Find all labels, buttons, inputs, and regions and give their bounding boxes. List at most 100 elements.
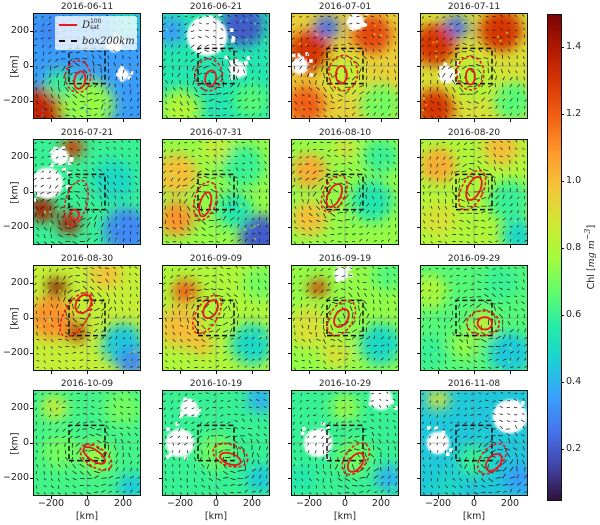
velocity-arrow bbox=[213, 161, 216, 164]
velocity-arrow bbox=[171, 80, 172, 83]
velocity-arrow bbox=[97, 51, 101, 52]
chl-pixel bbox=[519, 149, 522, 152]
chl-pixel bbox=[435, 40, 438, 43]
velocity-arrow bbox=[496, 105, 498, 108]
velocity-arrow bbox=[245, 307, 247, 311]
velocity-arrow bbox=[76, 176, 80, 178]
velocity-arrow bbox=[100, 155, 102, 157]
velocity-arrow bbox=[64, 80, 65, 86]
velocity-arrow bbox=[179, 290, 180, 293]
velocity-arrow bbox=[216, 219, 221, 220]
chl-pixel bbox=[327, 189, 330, 192]
cloud-gap bbox=[224, 55, 229, 60]
velocity-arrow bbox=[37, 353, 39, 354]
chl-pixel bbox=[470, 175, 473, 178]
velocity-arrow bbox=[424, 227, 426, 228]
velocity-arrow bbox=[463, 164, 467, 167]
eddy-contour-d-sat bbox=[72, 292, 94, 316]
velocity-arrow bbox=[48, 24, 51, 25]
chl-pixel bbox=[293, 166, 296, 170]
velocity-arrow bbox=[301, 38, 302, 41]
velocity-arrow bbox=[510, 188, 511, 192]
chl-pixel bbox=[365, 307, 368, 310]
velocity-arrow bbox=[51, 87, 53, 91]
velocity-arrow bbox=[107, 169, 109, 171]
velocity-arrow bbox=[116, 358, 118, 360]
cloud-gap bbox=[291, 53, 296, 58]
velocity-arrow bbox=[338, 212, 343, 213]
velocity-arrow bbox=[106, 163, 109, 164]
velocity-arrow bbox=[173, 227, 176, 229]
velocity-arrow bbox=[298, 178, 301, 180]
velocity-arrow bbox=[462, 66, 467, 69]
velocity-arrow bbox=[485, 156, 489, 157]
chl-pixel bbox=[314, 278, 317, 281]
velocity-arrow bbox=[370, 56, 374, 59]
velocity-arrow bbox=[107, 189, 109, 192]
y-tick bbox=[288, 318, 291, 319]
velocity-arrow bbox=[130, 203, 131, 206]
velocity-arrow bbox=[237, 306, 238, 311]
velocity-arrow bbox=[355, 51, 360, 52]
velocity-arrow bbox=[227, 56, 230, 59]
velocity-arrow bbox=[359, 97, 361, 101]
velocity-arrow bbox=[204, 289, 209, 290]
velocity-arrow bbox=[334, 164, 338, 166]
velocity-arrow bbox=[395, 92, 397, 94]
velocity-arrow bbox=[166, 339, 167, 342]
velocity-arrow bbox=[123, 203, 124, 206]
velocity-arrow bbox=[113, 163, 116, 164]
panel-frame bbox=[162, 13, 270, 119]
velocity-arrow bbox=[101, 202, 102, 207]
velocity-arrow bbox=[180, 94, 182, 97]
velocity-arrow bbox=[216, 338, 220, 339]
velocity-arrow bbox=[92, 176, 94, 178]
velocity-arrow bbox=[180, 220, 181, 224]
velocity-arrow bbox=[166, 115, 168, 117]
chl-pixel bbox=[440, 229, 443, 233]
velocity-arrow bbox=[114, 203, 115, 206]
velocity-arrow bbox=[63, 164, 66, 166]
chl-pixel bbox=[230, 96, 233, 100]
cloud-gap bbox=[231, 36, 236, 40]
velocity-arrow bbox=[76, 169, 80, 171]
velocity-arrow bbox=[136, 154, 137, 156]
cloud-gap bbox=[339, 268, 344, 273]
x-tick bbox=[309, 245, 310, 248]
velocity-arrow bbox=[81, 198, 87, 199]
chl-pixel bbox=[130, 304, 134, 307]
velocity-arrow bbox=[295, 80, 296, 83]
velocity-arrow bbox=[357, 175, 359, 178]
x-tick bbox=[87, 371, 88, 374]
x-tick-label: −200 bbox=[37, 498, 65, 509]
chl-pixel bbox=[316, 33, 319, 36]
velocity-arrow bbox=[387, 36, 389, 38]
velocity-arrow bbox=[307, 199, 309, 204]
chl-patch bbox=[33, 197, 55, 223]
velocity-arrow bbox=[517, 225, 518, 227]
chl-pixel bbox=[316, 241, 319, 244]
velocity-arrow bbox=[352, 90, 356, 94]
y-tick bbox=[288, 30, 291, 32]
velocity-arrow bbox=[367, 106, 370, 109]
velocity-arrow bbox=[348, 176, 352, 178]
velocity-arrow bbox=[313, 24, 316, 25]
velocity-arrow bbox=[381, 113, 384, 115]
chl-pixel bbox=[434, 146, 437, 149]
chl-pixel bbox=[514, 220, 517, 223]
chl-pixel bbox=[198, 232, 201, 235]
x-tick bbox=[345, 371, 346, 374]
chl-pixel bbox=[515, 178, 518, 181]
velocity-arrow bbox=[470, 38, 474, 39]
velocity-arrow bbox=[488, 90, 490, 94]
velocity-arrow bbox=[41, 17, 43, 18]
velocity-arrow bbox=[245, 330, 247, 333]
cloud-gap bbox=[51, 148, 69, 166]
panel-frame bbox=[162, 139, 270, 245]
velocity-arrow bbox=[293, 73, 295, 76]
velocity-arrow bbox=[265, 210, 266, 213]
chl-pixel bbox=[103, 276, 106, 279]
velocity-arrow bbox=[227, 189, 230, 192]
velocity-arrow bbox=[202, 346, 206, 347]
velocity-arrow bbox=[137, 140, 138, 143]
